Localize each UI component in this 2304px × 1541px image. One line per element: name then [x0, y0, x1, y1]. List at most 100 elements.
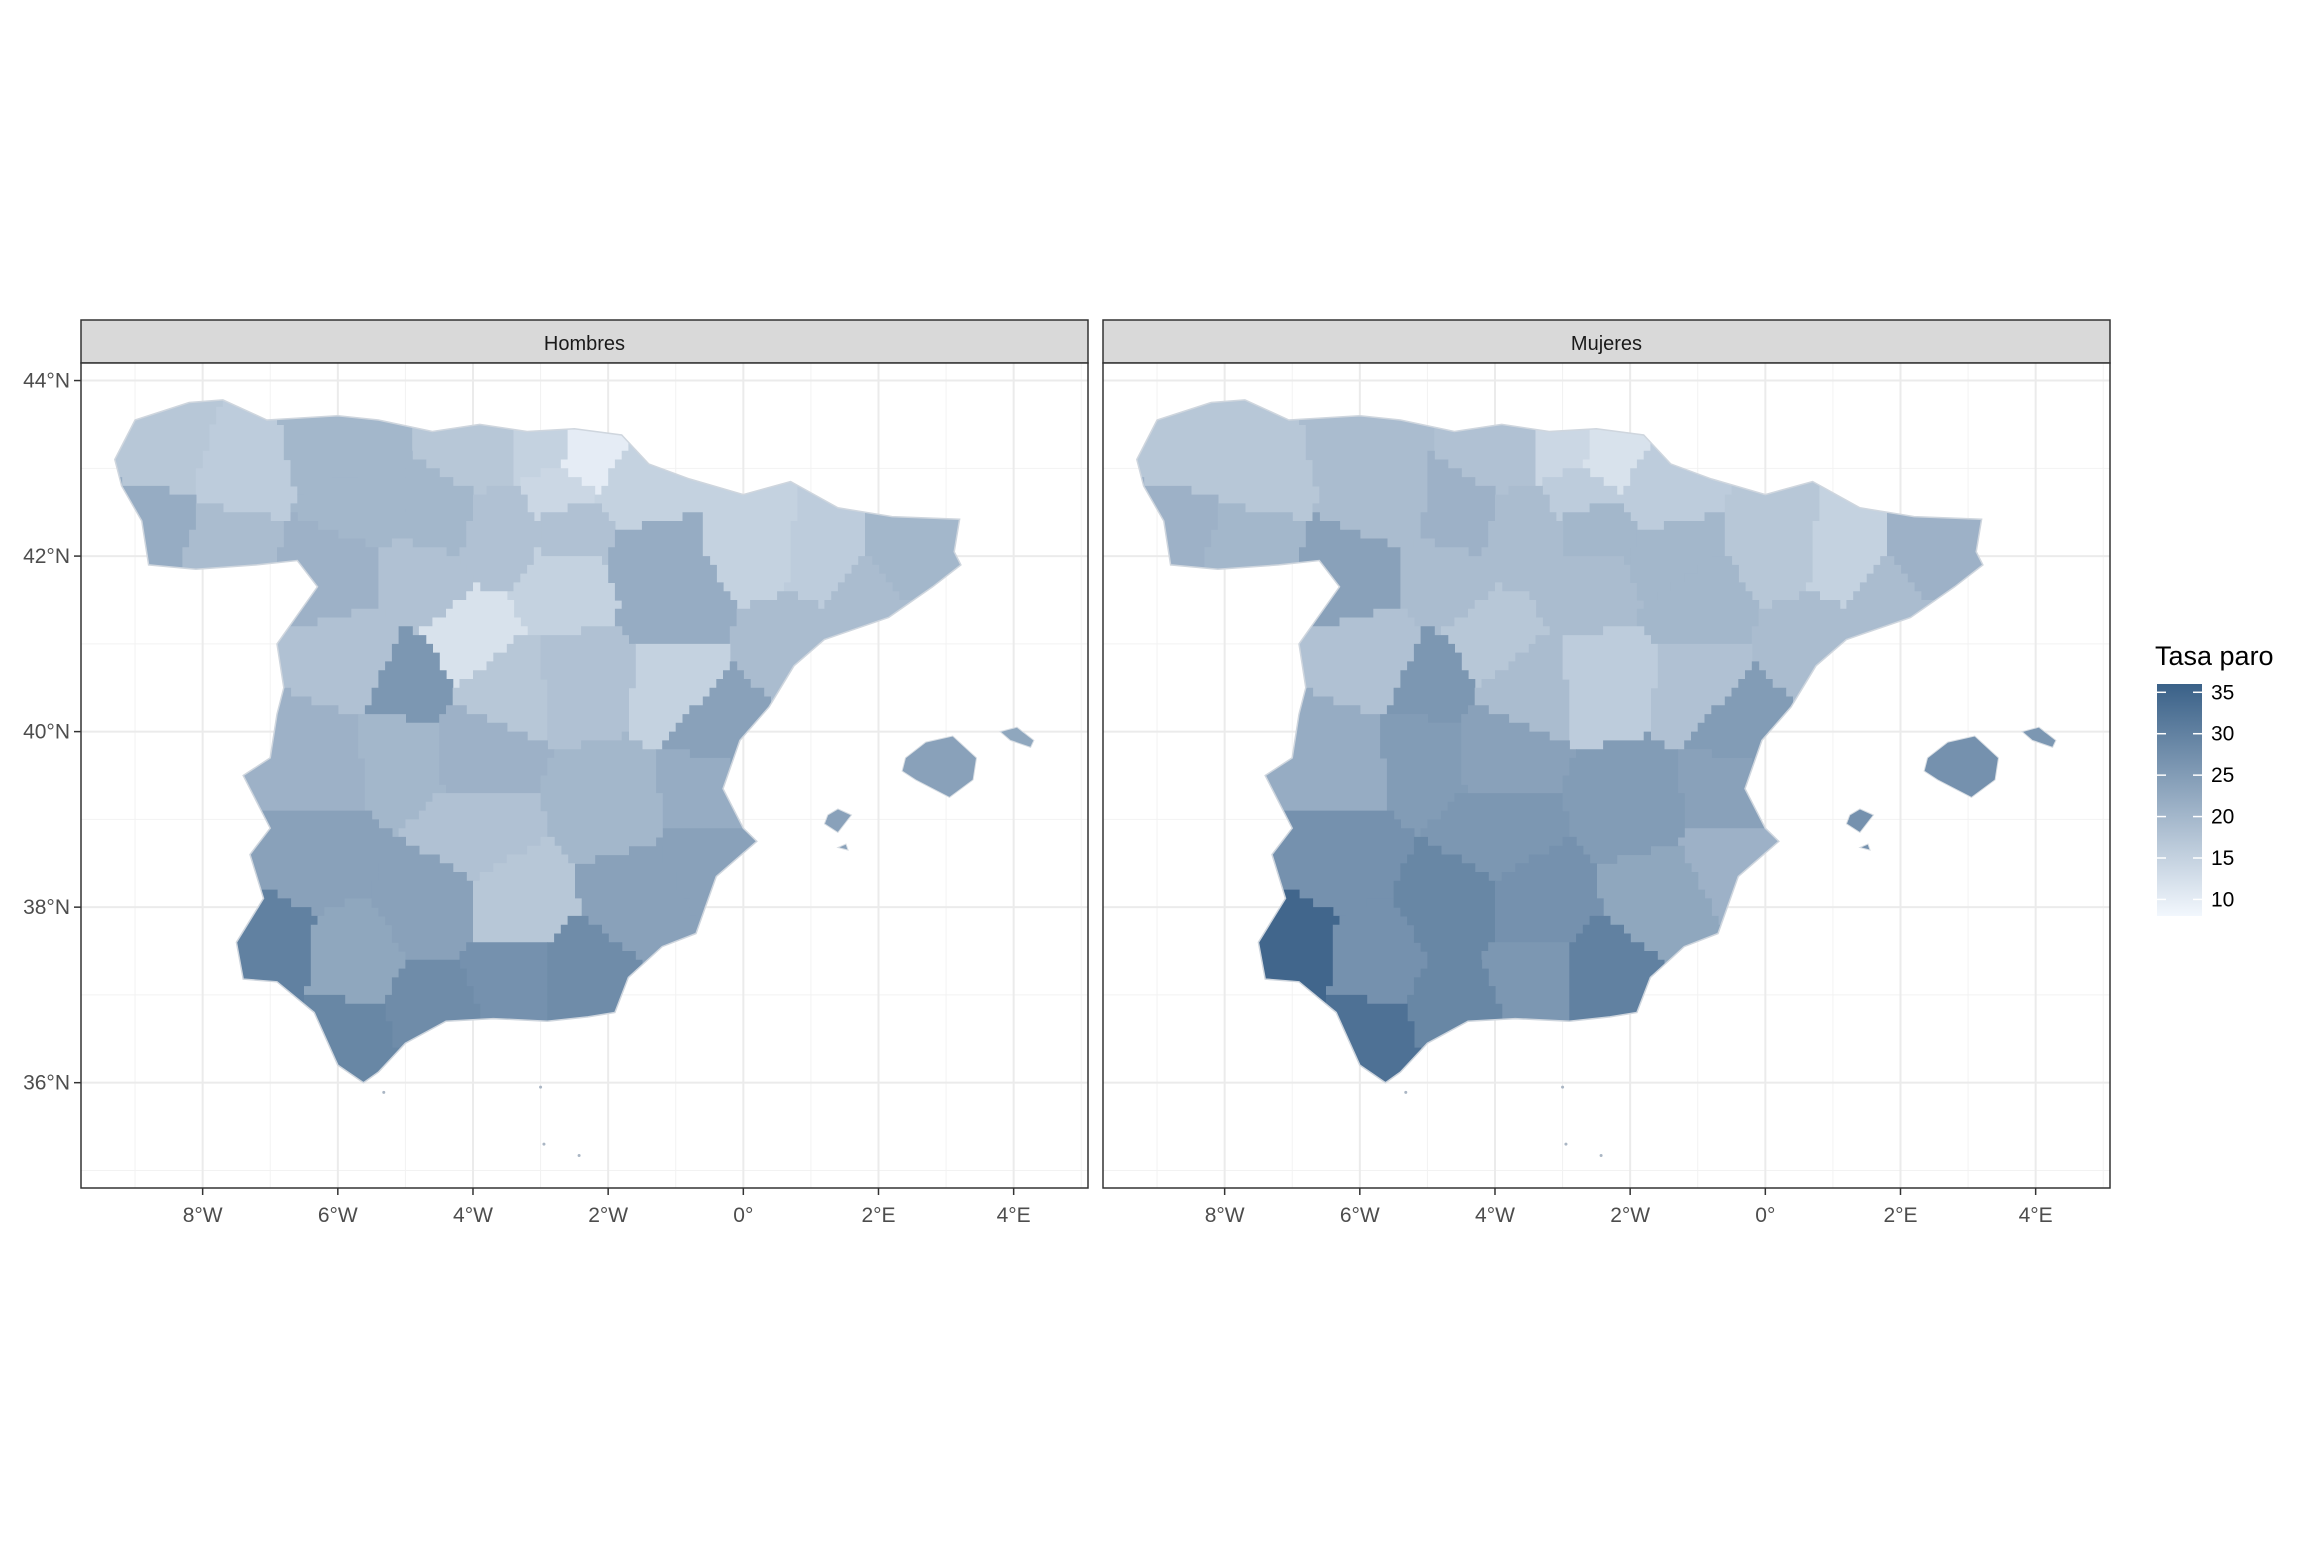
province-region	[1326, 898, 1428, 1005]
x-axis-mujeres: 8°W 6°W 4°W 2°W 0° 2°E 4°E	[1205, 1188, 2053, 1227]
province-fill	[1380, 714, 1469, 838]
facet-hombres: Hombres	[80, 319, 1089, 1189]
province-fill	[1326, 898, 1428, 1005]
province-fill	[520, 468, 596, 522]
province-fill	[1420, 450, 1496, 557]
province-fill	[1461, 705, 1577, 794]
province-region	[371, 836, 474, 961]
island	[823, 808, 853, 834]
island	[836, 843, 849, 851]
province-fill	[1562, 626, 1658, 750]
y-tick-label: 44°N	[23, 370, 70, 393]
x-tick-label: 4°E	[2019, 1204, 2053, 1227]
island	[1923, 735, 2000, 798]
province-region	[506, 547, 623, 636]
province-region	[290, 459, 406, 548]
province-region	[1393, 836, 1496, 961]
legend-tick-label: 35	[2211, 681, 2234, 704]
province-fill	[614, 556, 738, 645]
enclave-dot	[1564, 1142, 1568, 1146]
province-region	[418, 582, 528, 689]
province-region	[1528, 547, 1645, 636]
province-region	[520, 468, 596, 522]
legend-tick-label: 15	[2211, 847, 2234, 870]
province-region	[1461, 705, 1577, 794]
x-tick-label: 2°W	[588, 1204, 628, 1227]
province-region	[1400, 538, 1496, 636]
legend-tick-label: 10	[2211, 888, 2234, 911]
x-tick-label: 4°W	[1475, 1204, 1515, 1227]
x-tick-label: 0°	[1755, 1204, 1775, 1227]
province-fill	[1562, 503, 1638, 566]
legend-title: Tasa paro	[2155, 641, 2274, 671]
province-fill	[1400, 538, 1496, 636]
province-fill	[1481, 485, 1564, 592]
province-region	[540, 626, 636, 750]
legend-tick-label: 30	[2211, 723, 2234, 746]
legend-tick-label: 25	[2211, 764, 2234, 787]
province-fill	[439, 705, 555, 794]
province-fill	[1312, 459, 1428, 548]
province-region	[1495, 836, 1604, 943]
y-axis: 44°N 42°N 40°N 38°N 36°N	[23, 370, 81, 1095]
province-fill	[290, 459, 406, 548]
y-tick-label: 40°N	[23, 721, 70, 744]
province-fill	[1528, 547, 1645, 636]
province-fill	[1542, 468, 1618, 522]
province-fill	[1650, 643, 1753, 750]
x-tick-label: 6°W	[1340, 1204, 1380, 1227]
province-fill	[398, 793, 548, 882]
province-region	[195, 399, 298, 522]
province-region	[459, 485, 542, 592]
province-region	[614, 556, 738, 645]
x-tick-label: 8°W	[1205, 1204, 1245, 1227]
province-fill	[304, 898, 406, 1005]
x-tick-label: 6°W	[318, 1204, 358, 1227]
province-region	[1636, 556, 1760, 645]
island	[901, 735, 978, 798]
island	[999, 726, 1035, 749]
province-region	[628, 643, 731, 750]
province-fill	[1562, 731, 1685, 864]
province-region	[1386, 626, 1476, 724]
province-fill	[540, 503, 616, 566]
province-region	[304, 898, 406, 1005]
province-fill	[1636, 556, 1760, 645]
province-fill	[1393, 836, 1496, 961]
province-fill	[1440, 582, 1550, 689]
province-region	[1217, 399, 1320, 522]
province-region	[439, 705, 555, 794]
province-fill	[506, 547, 623, 636]
y-tick-label: 36°N	[23, 1072, 70, 1095]
province-region	[540, 503, 616, 566]
facet-label-mujeres: Mujeres	[1571, 333, 1642, 355]
x-tick-label: 2°W	[1610, 1204, 1650, 1227]
province-fill	[418, 582, 528, 689]
province-region	[398, 793, 548, 882]
province-region	[398, 450, 474, 557]
province-region	[1562, 626, 1658, 750]
facet-mujeres: Mujeres	[1102, 319, 2111, 1189]
island	[1845, 808, 1875, 834]
enclave-dot	[1561, 1085, 1565, 1089]
enclave-dot	[542, 1142, 546, 1146]
province-region	[1420, 793, 1570, 882]
panel-border-mujeres	[1102, 362, 2111, 1189]
province-fill	[1217, 399, 1320, 522]
province-region	[1630, 512, 1726, 601]
province-fill	[540, 731, 663, 864]
islands-hombres	[382, 726, 1035, 1158]
x-tick-label: 0°	[733, 1204, 753, 1227]
x-tick-label: 4°E	[997, 1204, 1031, 1227]
enclave-dot	[1404, 1090, 1408, 1094]
province-region	[1420, 450, 1496, 557]
y-tick-label: 42°N	[23, 545, 70, 568]
x-tick-label: 4°W	[453, 1204, 493, 1227]
enclave-dot	[577, 1154, 581, 1158]
province-fill	[540, 626, 636, 750]
province-fill	[358, 714, 447, 838]
province-fill	[1420, 793, 1570, 882]
x-tick-label: 8°W	[183, 1204, 223, 1227]
province-region	[1312, 459, 1428, 548]
